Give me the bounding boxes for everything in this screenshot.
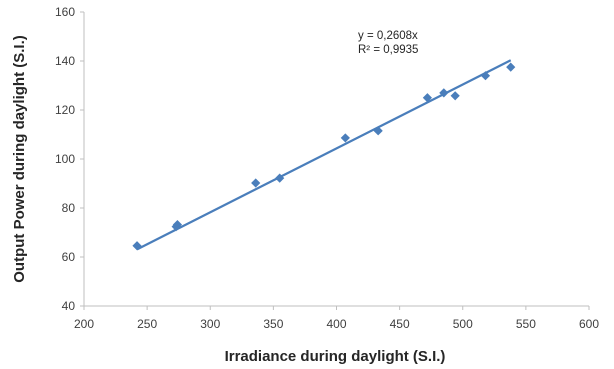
x-tick-label: 600: [579, 317, 599, 331]
data-point: [450, 91, 460, 101]
data-points: [132, 62, 516, 251]
data-point: [340, 133, 350, 143]
data-point: [506, 62, 516, 72]
linear-trendline: [136, 59, 512, 251]
x-tick-label: 450: [390, 317, 410, 331]
x-tick-label: 200: [74, 317, 94, 331]
y-tick-label: 100: [55, 152, 75, 166]
data-point: [373, 126, 383, 136]
y-tick-label: 60: [62, 250, 76, 264]
y-tick-label: 120: [55, 103, 75, 117]
data-point: [422, 93, 432, 103]
data-point: [132, 241, 142, 251]
x-axis-title: Irradiance during daylight (S.I.): [225, 348, 446, 365]
data-point: [251, 178, 261, 188]
data-point: [275, 173, 285, 183]
x-tick-label: 350: [263, 317, 283, 331]
x-tick-label: 300: [200, 317, 220, 331]
trendline-equation-label: y = 0,2608x: [358, 30, 418, 42]
data-point: [439, 88, 449, 98]
y-tick-label: 160: [55, 5, 75, 19]
x-tick-label: 250: [137, 317, 157, 331]
x-tick-label: 500: [453, 317, 473, 331]
y-tick-label: 80: [62, 201, 76, 215]
x-tick-label: 550: [516, 317, 536, 331]
y-tick-labels: 40 60 80 100 120 140 160: [55, 5, 75, 313]
x-tick-labels: 200 250 300 350 400 450 500 550 600: [74, 317, 599, 331]
y-tick-label: 140: [55, 54, 75, 68]
trendline-r-squared-label: R² = 0,9935: [358, 44, 418, 56]
data-point: [480, 71, 491, 81]
y-axis-title: Output Power during daylight (S.I.): [11, 35, 28, 283]
x-tick-label: 400: [326, 317, 346, 331]
axes: [80, 11, 590, 310]
y-tick-label: 40: [62, 299, 76, 313]
data-point: [172, 220, 183, 230]
